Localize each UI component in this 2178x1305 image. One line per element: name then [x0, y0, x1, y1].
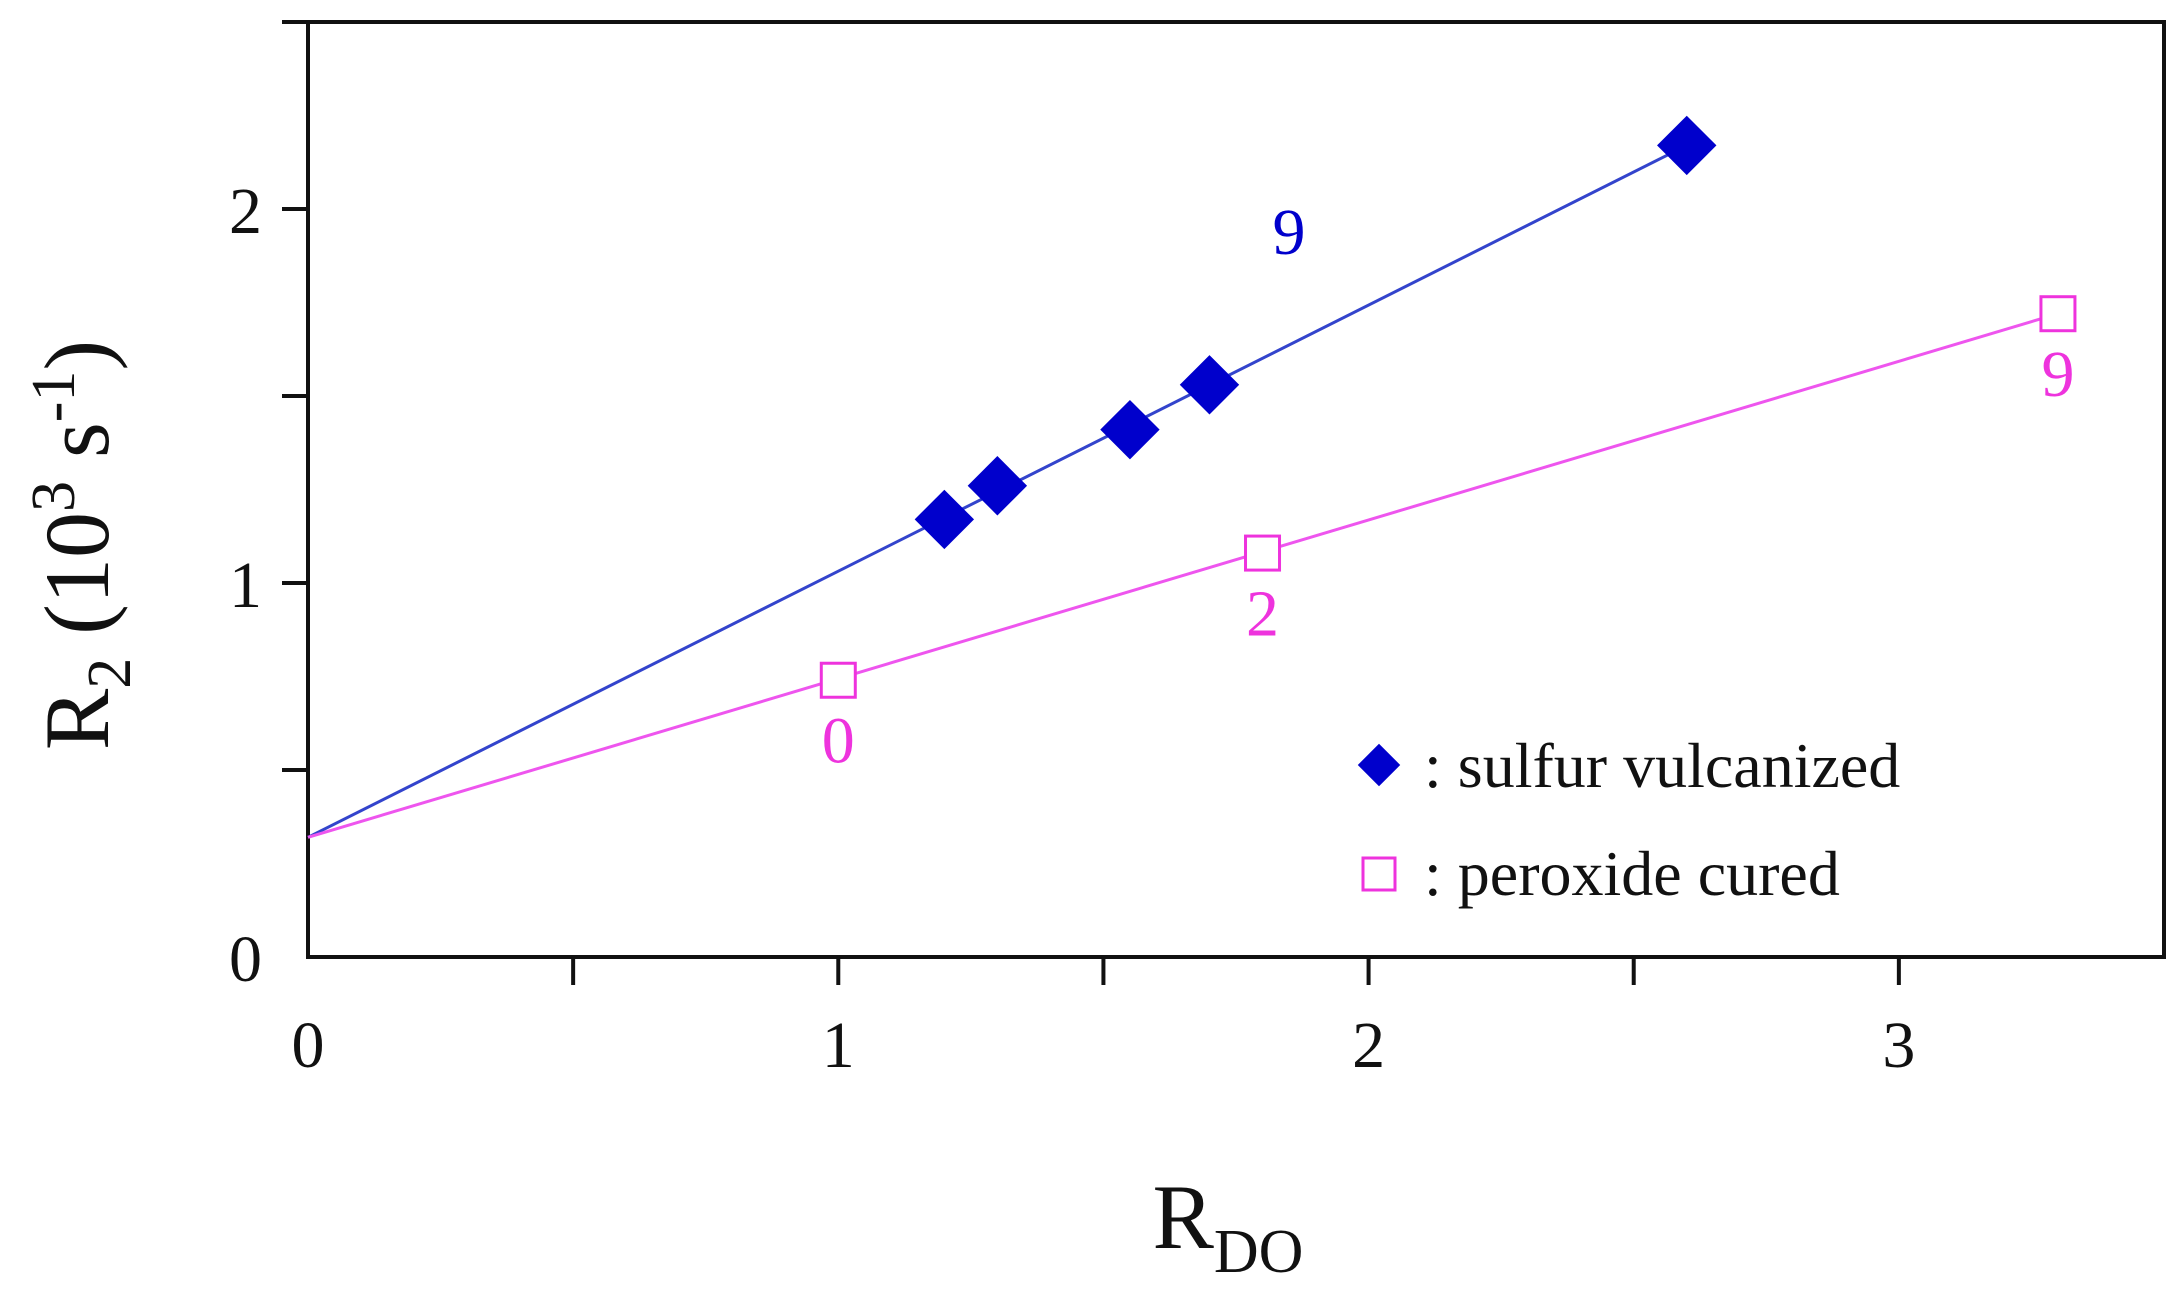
point-annotation: 2 [1246, 577, 1279, 650]
y-tick-label: 1 [229, 549, 262, 622]
x-tick-label: 0 [292, 1009, 325, 1082]
y-axis-label-sub: 2 [76, 658, 144, 689]
x-tick-label: 2 [1352, 1009, 1385, 1082]
axis-ticks [282, 20, 1901, 985]
fit-line-series-1 [307, 312, 2059, 839]
legend-label-peroxide-cured: : peroxide cured [1424, 838, 1840, 909]
point-annotation: 0 [822, 705, 855, 778]
point-annotation: 9 [1273, 196, 1306, 269]
y-axis-label-mid: s [26, 422, 128, 481]
point-diamond [967, 456, 1028, 516]
x-tick-label: 1 [822, 1009, 855, 1082]
tick-labels: 0 1 2 3 0 1 2 [229, 175, 1915, 1082]
point-diamond [1179, 355, 1240, 415]
point-diamond [914, 489, 975, 550]
x-tick-label: 3 [1882, 1009, 1915, 1082]
y-tick-label: 2 [229, 175, 262, 248]
annotations: 9 0 2 9 [822, 196, 2075, 778]
x-axis-label-sub: DO [1214, 1218, 1304, 1286]
point-square [2039, 295, 2077, 333]
x-axis-label: RDO [1153, 1166, 1304, 1286]
plot-frame [306, 20, 2166, 959]
y-axis-label-main: R [26, 688, 128, 750]
legend-marker-sulfur-vulcanized [1357, 743, 1401, 787]
point-diamond [1657, 115, 1717, 176]
y-axis-label: R2 (103 s-1) [20, 340, 144, 750]
x-axis-label-main: R [1153, 1166, 1215, 1268]
markers [819, 115, 2077, 699]
point-annotation: 9 [2041, 338, 2074, 411]
legend-label-sulfur-vulcanized: : sulfur vulcanized [1424, 730, 1900, 801]
point-square [819, 661, 857, 699]
legend-marker-peroxide-cured [1361, 856, 1397, 892]
y-axis-label-paren-close: ) [26, 340, 128, 371]
y-axis-label-sup2: -1 [20, 371, 88, 423]
legend: : sulfur vulcanized : peroxide cured [1357, 730, 1900, 909]
y-axis-label-sup1: 3 [20, 481, 88, 512]
y-tick-label: 0 [229, 923, 262, 996]
point-diamond [1100, 399, 1160, 460]
y-axis-label-paren-open: (10 [26, 512, 128, 658]
point-square [1244, 534, 1282, 572]
